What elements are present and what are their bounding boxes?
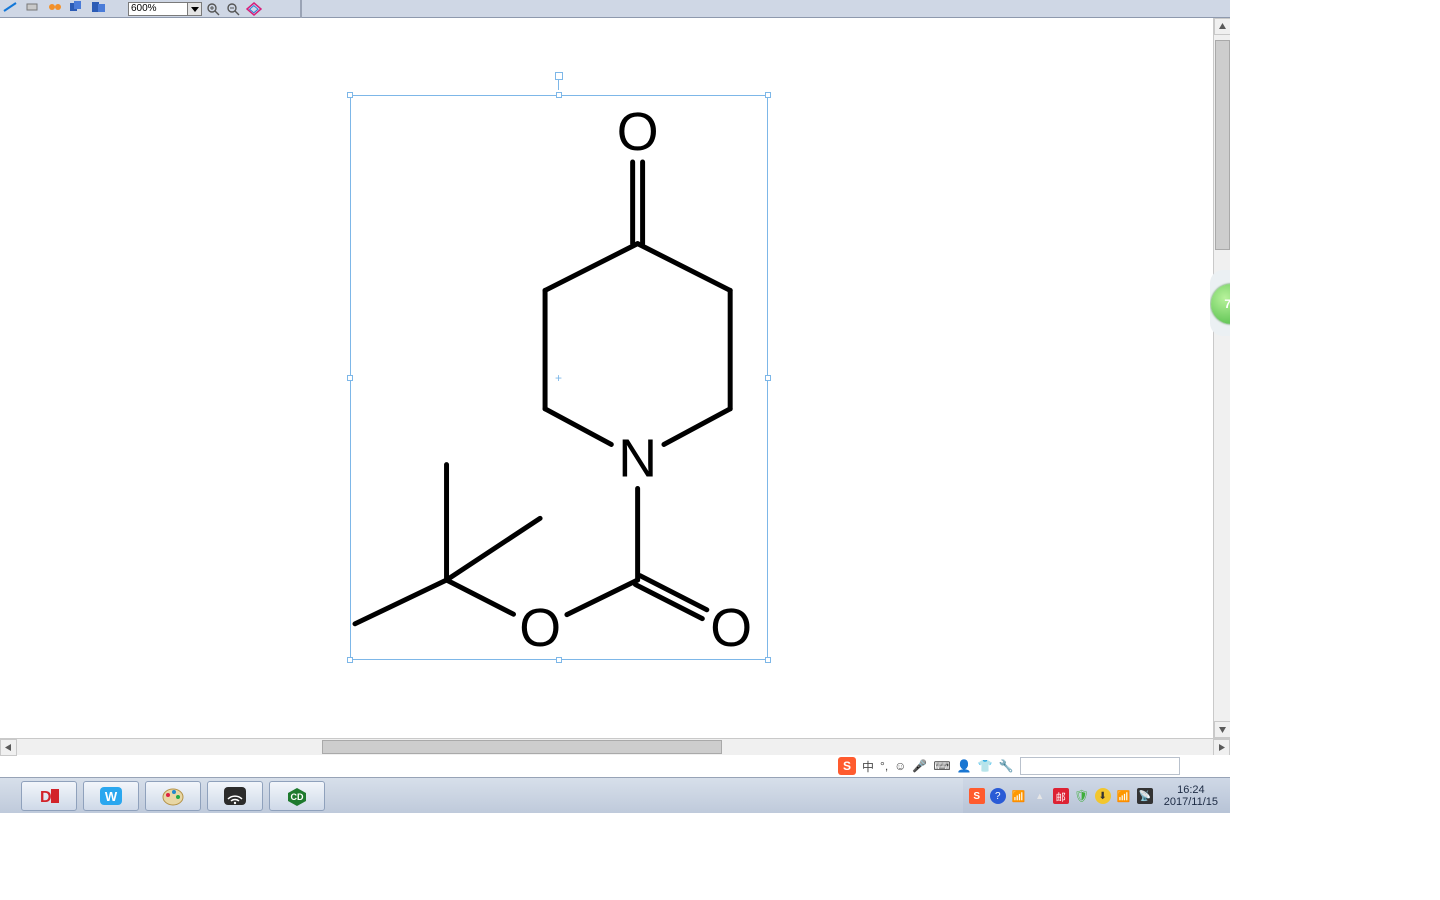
- scroll-down-button[interactable]: [1214, 721, 1231, 738]
- tray-help-icon[interactable]: ?: [990, 788, 1006, 804]
- right-blank-area: [1230, 18, 1440, 755]
- chevron-right-icon: [1217, 743, 1226, 752]
- ime-sogou-icon[interactable]: S: [838, 757, 856, 775]
- tray-update-icon[interactable]: ⬇: [1095, 788, 1111, 804]
- taskbar-clock[interactable]: 16:24 2017/11/15: [1158, 784, 1224, 808]
- zoom-dropdown-button[interactable]: [187, 3, 201, 15]
- horizontal-scroll-thumb[interactable]: [322, 740, 722, 754]
- ime-wrench-icon[interactable]: 🔧: [999, 759, 1014, 773]
- taskbar-right-blank: [1230, 777, 1440, 813]
- vertical-scroll-thumb[interactable]: [1215, 40, 1230, 250]
- zoom-out-button[interactable]: [226, 2, 242, 16]
- copy-icon[interactable]: [68, 0, 86, 12]
- eraser-tool-icon[interactable]: [24, 0, 42, 12]
- clock-date: 2017/11/15: [1164, 796, 1218, 808]
- tray-mail-icon[interactable]: 邮: [1053, 788, 1069, 804]
- toolbar-zoom-group: [206, 2, 262, 16]
- ime-shirt-icon[interactable]: 👕: [978, 759, 993, 773]
- ime-emoji-icon[interactable]: ☺: [894, 759, 906, 773]
- ime-keyboard-icon[interactable]: ⌨: [933, 759, 950, 773]
- system-tray[interactable]: S ? 📶 ▲ 邮 🛡 ⬇ 📶 📡 16:24 2017/11/15: [963, 778, 1230, 814]
- ime-lang-label[interactable]: 中: [862, 758, 874, 775]
- paste-icon[interactable]: [90, 0, 108, 12]
- taskbar-app-paint[interactable]: [145, 781, 201, 811]
- taskbar-app-group: D W CD: [18, 781, 328, 811]
- vertical-scrollbar[interactable]: [1213, 18, 1230, 738]
- svg-text:O: O: [519, 598, 561, 658]
- taskbar-app-chemdraw[interactable]: CD: [269, 781, 325, 811]
- molecule-structure[interactable]: O N O O: [351, 96, 767, 659]
- zoom-in-button[interactable]: [206, 2, 222, 16]
- tray-shield-icon[interactable]: 🛡: [1074, 788, 1090, 804]
- chevron-left-icon: [4, 743, 13, 752]
- svg-text:D: D: [40, 789, 52, 806]
- rotation-handle[interactable]: [557, 76, 561, 90]
- chevron-down-icon: [191, 5, 199, 13]
- scroll-right-button[interactable]: [1213, 739, 1230, 756]
- ime-person-icon[interactable]: 👤: [957, 759, 972, 773]
- tray-wifi-icon[interactable]: 📡: [1137, 788, 1153, 804]
- ime-language-bar[interactable]: S 中 °, ☺ 🎤 ⌨ 👤 👕 🔧: [838, 755, 1230, 777]
- svg-text:O: O: [710, 598, 752, 658]
- svg-text:N: N: [618, 429, 657, 489]
- top-right-blank: [1230, 0, 1440, 18]
- toolbar-divider: [300, 0, 302, 18]
- app-toolbar-fragment: 600%: [0, 0, 1230, 18]
- scroll-left-button[interactable]: [0, 739, 17, 756]
- taskbar-app-wifi[interactable]: [207, 781, 263, 811]
- bond-tool-icon[interactable]: [2, 0, 20, 12]
- horizontal-scrollbar[interactable]: [0, 738, 1230, 755]
- windows-taskbar[interactable]: D W CD S ? 📶 ▲ 邮 🛡 ⬇ 📶 📡 16:24 2017/11/15: [0, 777, 1230, 813]
- taskbar-app-wps[interactable]: W: [83, 781, 139, 811]
- tray-show-hidden-icon[interactable]: ▲: [1032, 788, 1048, 804]
- taskbar-app-dc[interactable]: D: [21, 781, 77, 811]
- scroll-up-button[interactable]: [1214, 18, 1231, 35]
- atom-tool-icon[interactable]: [46, 0, 64, 12]
- zoom-level-input[interactable]: 600%: [128, 2, 202, 16]
- zoom-value: 600%: [131, 3, 157, 14]
- taskbar-left-gap: [0, 778, 18, 814]
- chevron-up-icon: [1218, 22, 1227, 31]
- color-diamond-button[interactable]: [246, 2, 262, 16]
- tray-network-icon[interactable]: 📶: [1011, 788, 1027, 804]
- ime-composition-field[interactable]: [1020, 757, 1180, 775]
- below-blank: [0, 813, 1440, 900]
- clock-time: 16:24: [1164, 784, 1218, 796]
- selection-box[interactable]: + ONOO: [350, 95, 768, 660]
- svg-text:W: W: [105, 789, 118, 804]
- svg-text:O: O: [617, 102, 659, 162]
- tray-sogou-icon[interactable]: S: [969, 788, 985, 804]
- tray-signal-icon[interactable]: 📶: [1116, 788, 1132, 804]
- svg-text:CD: CD: [291, 792, 304, 802]
- drawing-canvas[interactable]: + ONOO: [0, 18, 1213, 738]
- ime-mic-icon[interactable]: 🎤: [912, 759, 927, 773]
- ime-punct-icon[interactable]: °,: [880, 759, 888, 773]
- chevron-down-icon: [1218, 725, 1227, 734]
- toolbar-left-icons: [0, 0, 128, 17]
